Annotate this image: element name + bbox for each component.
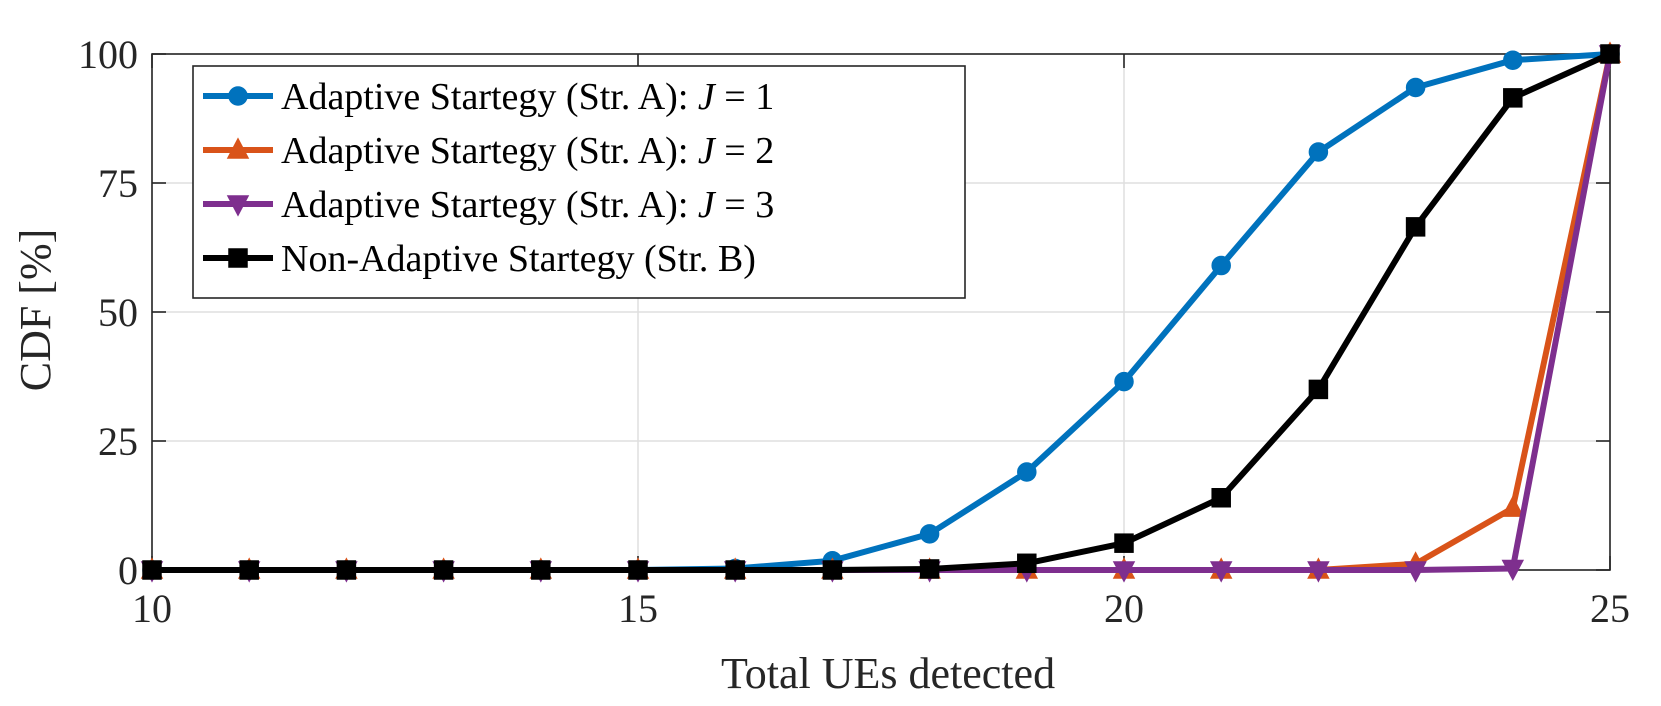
x-tick-label: 20 (1104, 586, 1144, 631)
y-tick-label: 100 (78, 32, 138, 77)
data-point (1404, 561, 1427, 583)
legend-marker (226, 137, 250, 159)
data-point (1017, 553, 1037, 574)
data-point (1308, 142, 1329, 162)
data-point (628, 560, 648, 580)
data-point (1600, 44, 1620, 64)
data-point (1017, 462, 1037, 482)
data-point (1503, 88, 1523, 108)
data-point (1501, 495, 1525, 517)
legend-marker (226, 195, 250, 217)
data-point (919, 559, 940, 579)
legend-item: Adaptive Startegy (Str. A): J = 2 (203, 130, 774, 172)
legend: Adaptive Startegy (Str. A): J = 1 Adaptiv… (192, 65, 966, 299)
legend-item: Adaptive Startegy (Str. A): J = 1 (203, 76, 774, 118)
data-point (336, 560, 357, 580)
data-point (1501, 559, 1525, 582)
x-axis-label: Total UEs detected (721, 649, 1055, 698)
data-point (1503, 50, 1523, 70)
data-point (1405, 77, 1426, 98)
y-tick-label: 50 (98, 290, 138, 335)
series-line (149, 51, 1613, 573)
data-point (1112, 561, 1136, 583)
legend-item: Adaptive Startegy (Str. A): J = 3 (203, 184, 774, 226)
series-4 (142, 44, 1620, 580)
y-axis-label: CDF [%] (11, 229, 60, 392)
data-point (1211, 255, 1231, 276)
legend-label: Adaptive Startegy (Str. A): J = 3 (281, 184, 774, 226)
data-point (531, 560, 551, 580)
data-point (1308, 379, 1329, 400)
legend-marker (228, 86, 248, 106)
legend-marker (228, 248, 248, 268)
series-group (140, 41, 1622, 583)
legend-label: Non-Adaptive Startegy (Str. B) (281, 238, 756, 280)
data-point (919, 524, 940, 544)
data-point (1307, 561, 1330, 583)
y-tick-label: 75 (98, 161, 138, 206)
legend-box (192, 65, 966, 299)
x-tick-label: 10 (132, 586, 172, 631)
legend-label: Adaptive Startegy (Str. A): J = 2 (281, 130, 774, 172)
legend-label: Adaptive Startegy (Str. A): J = 1 (281, 76, 774, 118)
data-point (1405, 217, 1426, 237)
x-tick-label: 25 (1590, 586, 1630, 631)
data-point (1114, 371, 1134, 392)
data-point (1114, 533, 1134, 553)
data-point (822, 560, 843, 580)
data-point (1209, 561, 1233, 583)
x-tick-label: 15 (618, 586, 658, 631)
data-point (725, 560, 745, 580)
data-point (142, 560, 162, 580)
data-point (433, 560, 454, 580)
y-tick-label: 0 (118, 548, 138, 593)
data-point (239, 560, 259, 580)
legend-item: Non-Adaptive Startegy (Str. B) (203, 238, 756, 280)
data-point (1211, 488, 1231, 508)
y-tick-label: 25 (98, 419, 138, 464)
tick-labels: 10 15 20 25 0 25 50 75 100 (78, 32, 1630, 631)
